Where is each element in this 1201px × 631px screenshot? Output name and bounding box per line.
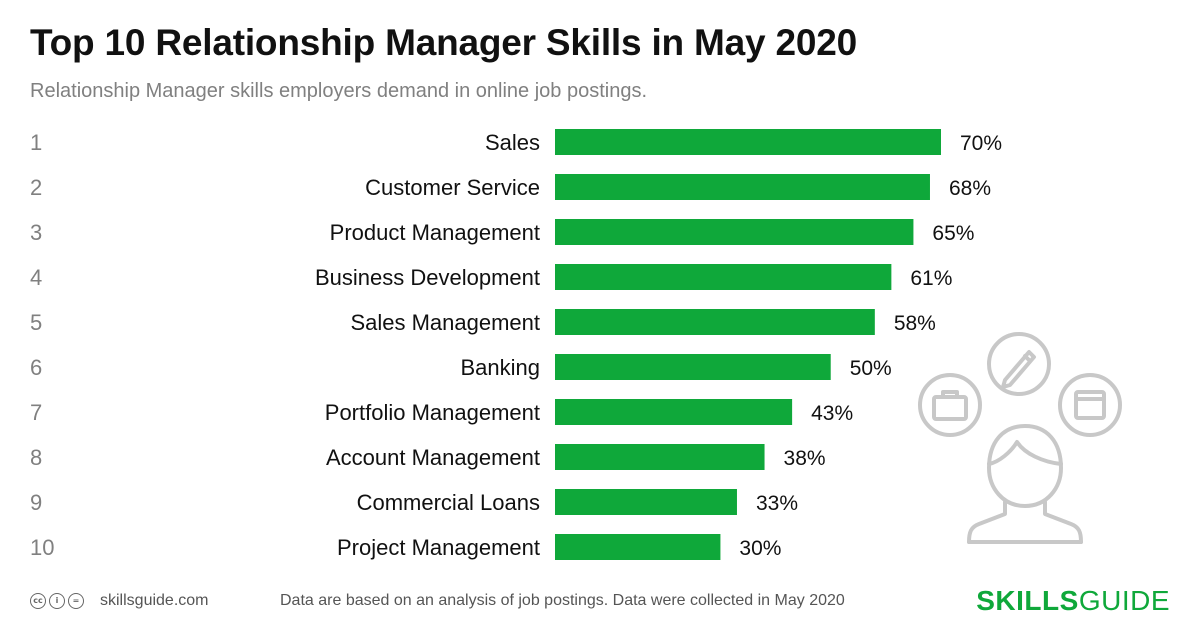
category-label: Portfolio Management (325, 400, 540, 425)
value-label: 58% (894, 312, 936, 335)
rank-label: 2 (30, 175, 42, 200)
chart-subtitle: Relationship Manager skills employers de… (30, 80, 648, 102)
bar (555, 489, 737, 515)
category-label: Business Development (315, 265, 540, 290)
rank-label: 3 (30, 220, 42, 245)
value-label: 38% (784, 447, 826, 470)
rank-label: 6 (30, 355, 42, 380)
bar (555, 399, 793, 425)
bar (555, 174, 930, 200)
value-label: 33% (756, 492, 798, 515)
value-label: 61% (910, 267, 952, 290)
cc-icon: cc (30, 593, 46, 609)
equals-icon: = (68, 593, 84, 609)
footer-note: Data are based on an analysis of job pos… (280, 592, 845, 609)
bar (555, 129, 941, 155)
category-label: Banking (460, 355, 540, 380)
brand-part1: SKILLS (976, 585, 1079, 616)
value-label: 30% (739, 537, 781, 560)
value-label: 68% (949, 177, 991, 200)
brand-part2: GUIDE (1078, 585, 1170, 616)
brand-logo[interactable]: SKILLSGUIDE (976, 585, 1170, 617)
value-label: 70% (960, 132, 1002, 155)
category-label: Customer Service (365, 175, 540, 200)
value-label: 50% (850, 357, 892, 380)
bar-chart: 1 Sales 70% 2 Customer Service 68% 3 Product Ma… (30, 129, 1002, 560)
category-label: Sales Management (350, 310, 540, 335)
bar (555, 354, 831, 380)
bar (555, 534, 721, 560)
category-label: Product Management (330, 220, 540, 245)
rank-label: 10 (30, 535, 54, 560)
category-label: Sales (485, 130, 540, 155)
rank-label: 7 (30, 400, 42, 425)
by-icon: i (49, 593, 65, 609)
rank-label: 8 (30, 445, 42, 470)
rank-label: 9 (30, 490, 42, 515)
rank-label: 5 (30, 310, 42, 335)
category-label: Commercial Loans (357, 490, 540, 515)
category-label: Project Management (337, 535, 540, 560)
bar (555, 444, 765, 470)
footer-site[interactable]: skillsguide.com (100, 592, 209, 609)
rank-label: 1 (30, 130, 42, 155)
bar (555, 264, 892, 290)
license-icons: cc i = (30, 593, 84, 609)
rank-label: 4 (30, 265, 42, 290)
category-label: Account Management (326, 445, 540, 470)
bar (555, 219, 914, 245)
chart-title: Top 10 Relationship Manager Skills in Ma… (30, 22, 857, 63)
value-label: 65% (932, 222, 974, 245)
bar (555, 309, 875, 335)
value-label: 43% (811, 402, 853, 425)
professional-person-icon (918, 332, 1122, 544)
